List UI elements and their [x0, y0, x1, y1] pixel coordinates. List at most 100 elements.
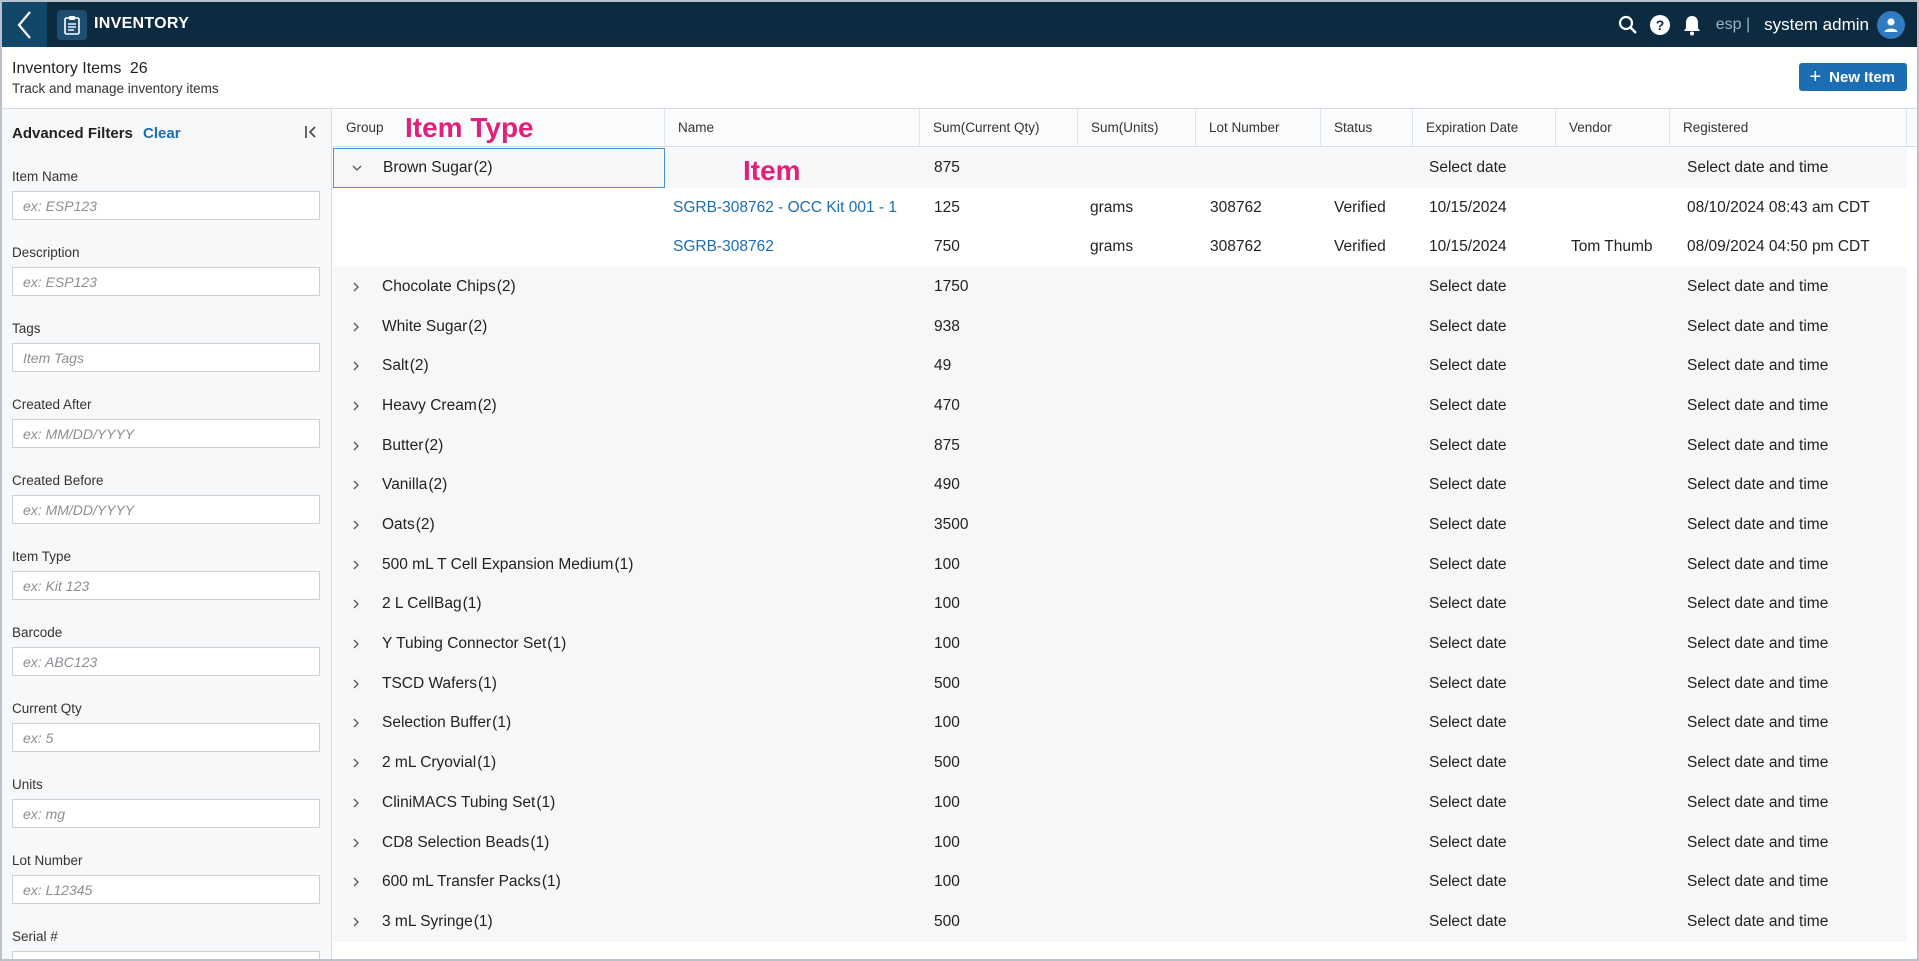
chevron-right-icon[interactable] — [344, 711, 368, 735]
filter-input[interactable] — [12, 495, 320, 524]
filter-input[interactable] — [12, 419, 320, 448]
chevron-right-icon[interactable] — [344, 870, 368, 894]
expiration-date-cell[interactable]: Select date — [1429, 912, 1507, 930]
group-row[interactable]: Selection Buffer (1) 100 Select date Select … — [333, 703, 1907, 744]
expiration-date-cell[interactable]: Select date — [1429, 833, 1507, 851]
chevron-right-icon[interactable] — [344, 751, 368, 775]
expiration-date-cell[interactable]: Select date — [1429, 476, 1507, 494]
filter-input[interactable] — [12, 799, 320, 828]
chevron-down-icon[interactable] — [345, 156, 369, 180]
registered-cell[interactable]: Select date and time — [1687, 595, 1829, 613]
registered-cell[interactable]: Select date and time — [1687, 635, 1829, 653]
chevron-right-icon[interactable] — [344, 632, 368, 656]
registered-cell[interactable]: Select date and time — [1687, 476, 1829, 494]
search-icon[interactable] — [1612, 2, 1644, 47]
expiration-date-cell[interactable]: Select date — [1429, 714, 1507, 732]
new-item-button[interactable]: + New Item — [1799, 63, 1907, 91]
expiration-date-cell[interactable]: Select date — [1429, 396, 1507, 414]
expiration-date-cell[interactable]: Select date — [1429, 436, 1507, 454]
registered-cell[interactable]: Select date and time — [1687, 396, 1829, 414]
registered-cell[interactable]: Select date and time — [1687, 833, 1829, 851]
expiration-date-cell[interactable]: Select date — [1429, 555, 1507, 573]
group-cell[interactable]: TSCD Wafers (1) — [333, 664, 665, 704]
chevron-right-icon[interactable] — [344, 275, 368, 299]
registered-cell[interactable]: Select date and time — [1687, 674, 1829, 692]
group-row[interactable]: TSCD Wafers (1) 500 Select date Select date … — [333, 663, 1907, 704]
expiration-date-cell[interactable]: Select date — [1429, 595, 1507, 613]
chevron-right-icon[interactable] — [344, 434, 368, 458]
chevron-right-icon[interactable] — [344, 394, 368, 418]
group-row[interactable]: 2 L CellBag (1) 100 Select date Select date … — [333, 584, 1907, 625]
chevron-right-icon[interactable] — [344, 513, 368, 537]
column-header-registered[interactable]: Registered — [1670, 109, 1907, 147]
registered-cell[interactable]: Select date and time — [1687, 436, 1829, 454]
expiration-date-cell[interactable]: Select date — [1429, 635, 1507, 653]
group-row[interactable]: Brown Sugar (2) 875 Select date Select date … — [333, 148, 1907, 188]
group-cell[interactable]: Selection Buffer (1) — [333, 704, 665, 744]
expiration-date-cell[interactable]: Select date — [1429, 317, 1507, 335]
back-button[interactable] — [2, 2, 47, 47]
chevron-right-icon[interactable] — [344, 473, 368, 497]
expiration-date-cell[interactable]: Select date — [1429, 754, 1507, 772]
chevron-right-icon[interactable] — [344, 354, 368, 378]
column-header-vendor[interactable]: Vendor — [1556, 109, 1670, 147]
registered-cell[interactable]: Select date and time — [1687, 516, 1829, 534]
column-header-units[interactable]: Sum(Units) — [1078, 109, 1196, 147]
registered-cell[interactable]: Select date and time — [1687, 317, 1829, 335]
clear-filters-link[interactable]: Clear — [143, 125, 181, 142]
group-cell[interactable]: 3 mL Syringe (1) — [333, 902, 665, 942]
expiration-date-cell[interactable]: Select date — [1429, 516, 1507, 534]
group-row[interactable]: CliniMACS Tubing Set (1) 100 Select date Sel… — [333, 783, 1907, 823]
registered-cell[interactable]: Select date and time — [1687, 555, 1829, 573]
group-cell[interactable]: 500 mL T Cell Expansion Medium (1) — [333, 545, 665, 585]
avatar[interactable] — [1877, 10, 1905, 39]
expiration-date-cell[interactable]: Select date — [1429, 158, 1507, 176]
registered-cell[interactable]: Select date and time — [1687, 912, 1829, 930]
registered-cell[interactable]: Select date and time — [1687, 714, 1829, 732]
group-cell[interactable]: CliniMACS Tubing Set (1) — [333, 783, 665, 823]
filter-input[interactable] — [12, 875, 320, 904]
group-cell[interactable]: CD8 Selection Beads (1) — [333, 823, 665, 863]
group-cell[interactable]: Salt (2) — [333, 346, 665, 386]
column-header-status[interactable]: Status — [1321, 109, 1413, 147]
group-row[interactable]: Oats (2) 3500 Select date Select date and ti… — [333, 505, 1907, 545]
bell-icon[interactable] — [1676, 2, 1708, 47]
item-link[interactable]: SGRB-308762 - OCC Kit 001 - 1 — [673, 198, 897, 216]
column-header-current-qty[interactable]: Sum(Current Qty) — [920, 109, 1078, 147]
filter-input[interactable] — [12, 191, 320, 220]
collapse-panel-icon[interactable] — [300, 121, 322, 143]
chevron-right-icon[interactable] — [344, 791, 368, 815]
group-cell[interactable]: Chocolate Chips (2) — [333, 267, 665, 307]
group-row[interactable]: 3 mL Syringe (1) 500 Select date Select date… — [333, 902, 1907, 942]
chevron-right-icon[interactable] — [344, 831, 368, 855]
group-cell[interactable]: 2 mL Cryovial (1) — [333, 743, 665, 783]
expiration-date-cell[interactable]: Select date — [1429, 674, 1507, 692]
registered-cell[interactable]: Select date and time — [1687, 158, 1829, 176]
group-row[interactable]: Salt (2) 49 Select date Select date and time — [333, 346, 1907, 387]
group-cell[interactable]: Vanilla (2) — [333, 466, 665, 506]
group-row[interactable]: Chocolate Chips (2) 1750 Select date Select … — [333, 267, 1907, 307]
filter-input[interactable] — [12, 647, 320, 676]
group-cell[interactable]: Butter (2) — [333, 426, 665, 466]
chevron-right-icon[interactable] — [344, 315, 368, 339]
group-row[interactable]: Y Tubing Connector Set (1) 100 Select date S… — [333, 624, 1907, 664]
chevron-right-icon[interactable] — [344, 553, 368, 577]
filter-input[interactable] — [12, 343, 320, 372]
filter-input[interactable] — [12, 951, 320, 959]
registered-cell[interactable]: Select date and time — [1687, 793, 1829, 811]
filter-input[interactable] — [12, 267, 320, 296]
group-row[interactable]: 500 mL T Cell Expansion Medium (1) 100 Sele… — [333, 544, 1907, 585]
item-row[interactable]: SGRB-308762 750 grams 308762 Verified 10/15/2… — [333, 227, 1907, 268]
column-header-lot-number[interactable]: Lot Number — [1196, 109, 1321, 147]
expiration-date-cell[interactable]: Select date — [1429, 873, 1507, 891]
chevron-right-icon[interactable] — [344, 592, 368, 616]
group-cell[interactable]: Heavy Cream (2) — [333, 386, 665, 426]
expiration-date-cell[interactable]: Select date — [1429, 357, 1507, 375]
group-row[interactable]: 600 mL Transfer Packs (1) 100 Select date Se… — [333, 862, 1907, 903]
group-row[interactable]: Heavy Cream (2) 470 Select date Select date … — [333, 386, 1907, 426]
user-name[interactable]: system admin — [1764, 14, 1869, 34]
group-cell[interactable]: Y Tubing Connector Set (1) — [333, 624, 665, 664]
group-row[interactable]: White Sugar (2) 938 Select date Select date … — [333, 306, 1907, 347]
group-cell[interactable]: Oats (2) — [333, 505, 665, 545]
filter-input[interactable] — [12, 723, 320, 752]
